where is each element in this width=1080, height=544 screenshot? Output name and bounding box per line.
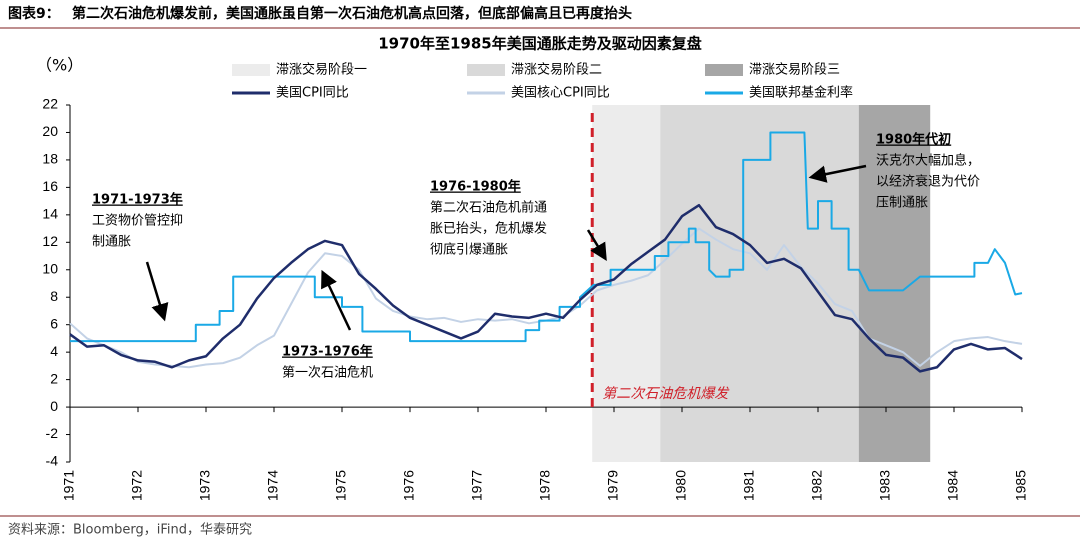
annotation-text: 制通胀 [92, 235, 131, 250]
arrow [145, 261, 169, 322]
annotation-title: 1973-1976年 [282, 344, 373, 360]
shaded-region [858, 105, 931, 462]
annotation-text: 工资物价管控抑 [92, 214, 183, 229]
y-tick-label: 22 [42, 96, 58, 112]
y-tick-label: 18 [42, 151, 58, 167]
legend-swatch [232, 64, 270, 76]
annotation-title: 1980年代初 [876, 132, 951, 148]
plot: -4 -2 0 2 4 6 8 10 12 14 16 18 20 22 1971 1972 1973 1974 1… [42, 96, 1028, 501]
x-tick-label: 1981 [741, 470, 757, 501]
y-tick-label: 16 [42, 178, 58, 194]
y-tick-label: -2 [46, 425, 59, 441]
x-tick-label: 1976 [401, 470, 417, 501]
event-label: 第二次石油危机爆发 [602, 386, 730, 402]
y-tick-label: 2 [50, 370, 58, 386]
y-tick-label: 6 [50, 315, 58, 331]
shaded-region [660, 105, 859, 462]
annotation-text: 胀已抬头，危机爆发 [430, 221, 547, 237]
y-axis-label: （%） [36, 56, 83, 75]
x-tick-label: 1982 [809, 470, 825, 501]
annotation-text: 第一次石油危机 [282, 365, 373, 381]
arrow [321, 269, 352, 331]
x-tick-label: 1985 [1013, 470, 1029, 501]
arrow [808, 164, 867, 183]
x-tick-label: 1979 [605, 470, 621, 501]
source: 资料来源：Bloomberg，iFind，华泰研究 [8, 523, 252, 538]
annotation-title: 1976-1980年 [430, 179, 521, 195]
y-tick-label: 4 [50, 343, 58, 359]
legend-label: 滞涨交易阶段三 [749, 62, 840, 78]
legend-label: 美国CPI同比 [276, 86, 349, 101]
legend-label: 滞涨交易阶段二 [511, 62, 602, 78]
series-line [69, 203, 1023, 373]
y-tick-label: 20 [42, 123, 58, 139]
legend-label: 美国联邦基金利率 [749, 85, 853, 101]
legend-label: 滞涨交易阶段一 [276, 62, 367, 78]
annotation-text: 沃克尔大幅加息， [876, 153, 980, 169]
series-line [70, 131, 1023, 343]
legend-swatch [467, 64, 505, 76]
y-tick-label: 0 [50, 398, 58, 414]
y-tick-label: 8 [50, 288, 58, 304]
x-tick-label: 1973 [197, 470, 213, 501]
y-tick-label: 10 [42, 260, 58, 276]
legend-swatch [705, 64, 743, 76]
x-tick-label: 1978 [537, 470, 553, 501]
header-label: 图表9： [8, 5, 60, 22]
legend-label: 美国核心CPI同比 [511, 86, 610, 101]
x-tick-label: 1975 [333, 470, 349, 501]
x-tick-label: 1971 [61, 470, 77, 501]
annotation-title: 1971-1973年 [92, 192, 183, 208]
annotation-text: 以经济衰退为代价 [876, 174, 980, 190]
chart-title: 1970年至1985年美国通胀走势及驱动因素复盘 [378, 35, 702, 53]
x-tick-label: 1972 [129, 470, 145, 501]
annotation-text: 第二次石油危机前通 [430, 200, 547, 216]
x-tick-label: 1980 [673, 470, 689, 501]
x-tick-label: 1984 [945, 470, 961, 501]
arrow [586, 229, 607, 261]
y-tick-label: 12 [42, 233, 58, 249]
x-tick-label: 1983 [877, 470, 893, 501]
annotation-text: 彻底引爆通胀 [430, 242, 508, 258]
header-title: 第二次石油危机爆发前，美国通胀虽自第一次石油危机高点回落，但底部偏高且已再度抬头 [72, 5, 632, 22]
y-tick-label: 14 [42, 206, 58, 222]
y-tick-label: -4 [46, 453, 59, 469]
x-tick-label: 1974 [265, 470, 281, 501]
annotation-text: 压制通胀 [876, 196, 928, 211]
x-tick-label: 1977 [469, 470, 485, 501]
